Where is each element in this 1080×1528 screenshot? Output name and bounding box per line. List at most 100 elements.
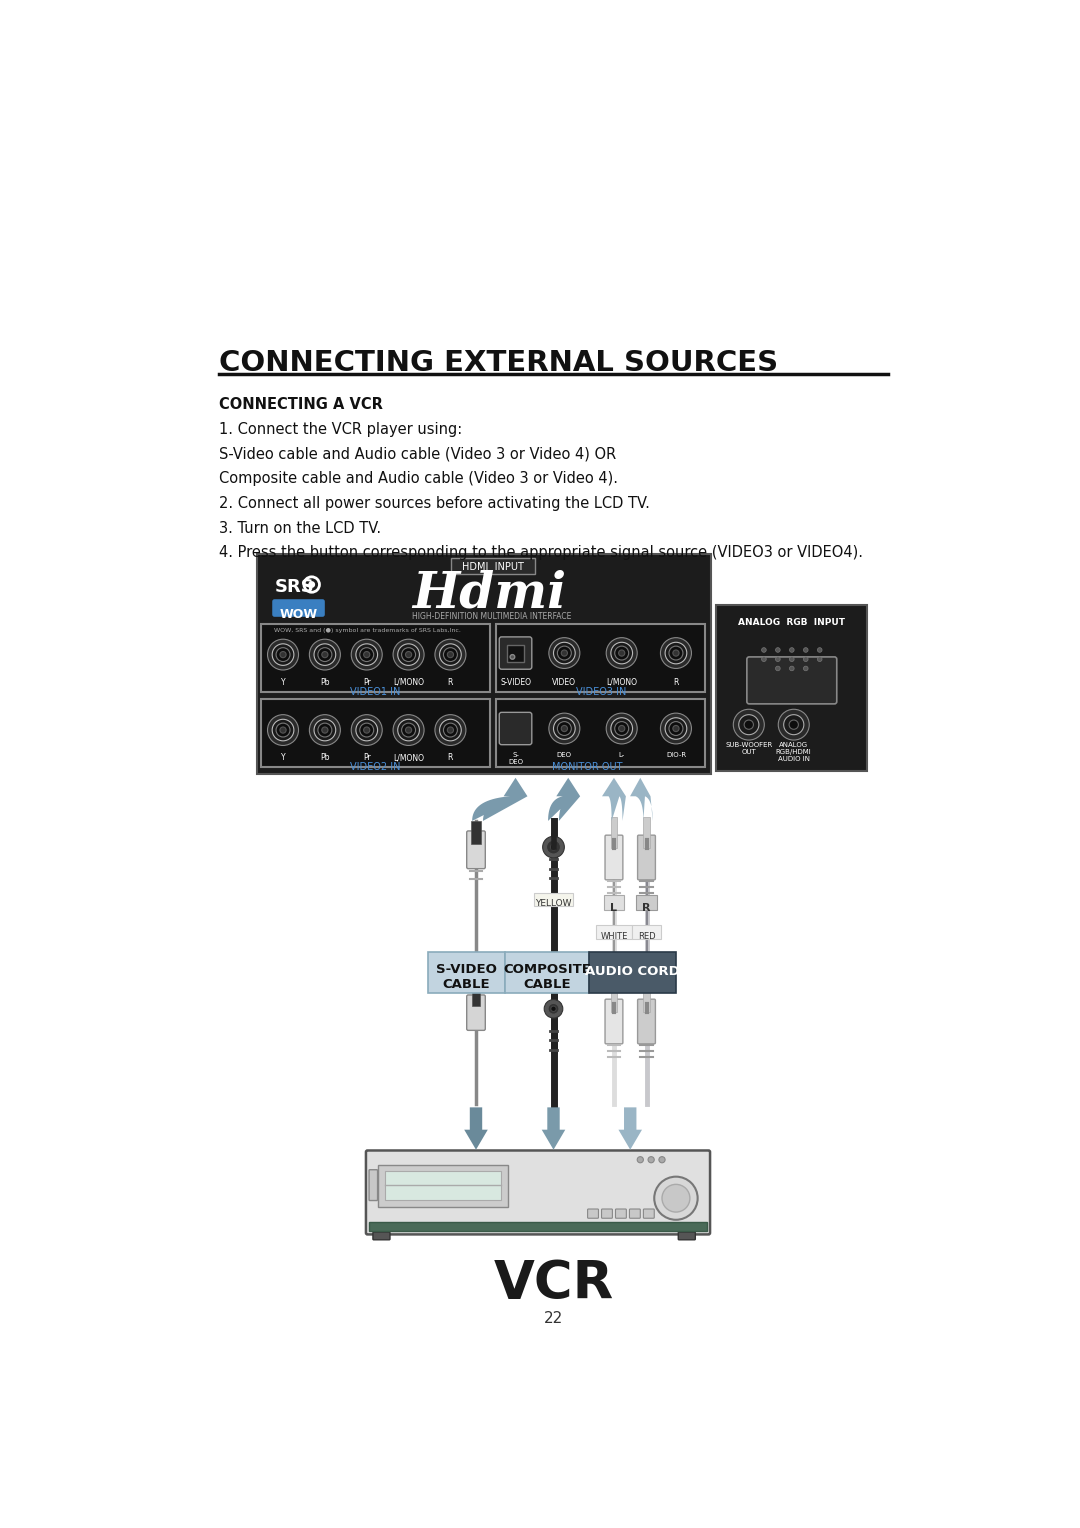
Text: L-: L-: [619, 752, 625, 758]
FancyBboxPatch shape: [644, 1209, 654, 1218]
Polygon shape: [542, 1108, 565, 1149]
Text: R: R: [673, 678, 678, 686]
Circle shape: [444, 723, 458, 736]
Text: DIO-R: DIO-R: [666, 752, 686, 758]
Polygon shape: [548, 778, 580, 821]
Text: ANALOG  RGB  INPUT: ANALOG RGB INPUT: [739, 617, 846, 626]
Circle shape: [393, 639, 424, 669]
Circle shape: [447, 727, 454, 733]
FancyBboxPatch shape: [471, 821, 481, 843]
Circle shape: [542, 836, 565, 857]
Text: 1. Connect the VCR player using:: 1. Connect the VCR player using:: [218, 422, 462, 437]
Circle shape: [637, 1157, 644, 1163]
Circle shape: [744, 720, 754, 729]
Text: L/MONO: L/MONO: [393, 678, 424, 686]
Text: 4. Press the button corresponding to the appropriate signal source (VIDEO3 or VI: 4. Press the button corresponding to the…: [218, 545, 863, 561]
FancyBboxPatch shape: [273, 601, 324, 616]
Circle shape: [669, 646, 683, 660]
FancyBboxPatch shape: [636, 895, 657, 911]
FancyBboxPatch shape: [467, 831, 485, 868]
Circle shape: [562, 726, 567, 732]
Circle shape: [615, 721, 629, 735]
Text: VCR: VCR: [494, 1258, 613, 1309]
Circle shape: [549, 714, 580, 744]
FancyBboxPatch shape: [604, 895, 624, 911]
Circle shape: [775, 648, 780, 652]
Circle shape: [397, 643, 419, 665]
Text: ANALOG
RGB/HDMI
AUDIO IN: ANALOG RGB/HDMI AUDIO IN: [775, 743, 812, 762]
Polygon shape: [472, 778, 527, 821]
FancyBboxPatch shape: [616, 1209, 626, 1218]
FancyBboxPatch shape: [504, 952, 590, 993]
FancyBboxPatch shape: [605, 999, 623, 1044]
Text: SRS: SRS: [274, 578, 314, 596]
Circle shape: [673, 726, 679, 732]
Circle shape: [665, 718, 687, 740]
Circle shape: [665, 642, 687, 663]
FancyBboxPatch shape: [678, 1232, 696, 1239]
Text: 22: 22: [544, 1311, 563, 1326]
Circle shape: [789, 666, 794, 671]
Text: Composite cable and Audio cable (Video 3 or Video 4).: Composite cable and Audio cable (Video 3…: [218, 471, 618, 486]
Circle shape: [804, 657, 808, 662]
Circle shape: [360, 648, 374, 662]
Circle shape: [351, 715, 382, 746]
Circle shape: [322, 651, 328, 657]
Text: WOW, SRS and (●) symbol are trademarks of SRS Labs,Inc.: WOW, SRS and (●) symbol are trademarks o…: [274, 628, 461, 633]
FancyBboxPatch shape: [716, 605, 867, 770]
Circle shape: [611, 642, 633, 663]
Text: VIDEO2 IN: VIDEO2 IN: [350, 762, 401, 772]
Circle shape: [405, 651, 411, 657]
Circle shape: [356, 643, 378, 665]
FancyBboxPatch shape: [369, 1170, 378, 1201]
Text: R: R: [448, 678, 454, 686]
Circle shape: [615, 646, 629, 660]
Circle shape: [544, 999, 563, 1018]
FancyBboxPatch shape: [472, 983, 480, 1005]
FancyBboxPatch shape: [496, 700, 705, 767]
Circle shape: [669, 721, 683, 735]
Circle shape: [440, 643, 461, 665]
Circle shape: [272, 720, 294, 741]
Text: 2. Connect all power sources before activating the LCD TV.: 2. Connect all power sources before acti…: [218, 497, 649, 510]
Circle shape: [393, 715, 424, 746]
FancyBboxPatch shape: [257, 555, 711, 775]
FancyBboxPatch shape: [644, 817, 649, 848]
Polygon shape: [464, 1108, 488, 1149]
Text: R: R: [448, 753, 454, 762]
Circle shape: [314, 643, 336, 665]
Circle shape: [554, 642, 576, 663]
Circle shape: [272, 643, 294, 665]
Circle shape: [397, 720, 419, 741]
Circle shape: [611, 718, 633, 740]
Circle shape: [435, 639, 465, 669]
FancyBboxPatch shape: [588, 1209, 598, 1218]
Circle shape: [557, 721, 571, 735]
Circle shape: [775, 666, 780, 671]
Text: L/MONO: L/MONO: [393, 753, 424, 762]
Polygon shape: [630, 778, 652, 821]
Circle shape: [314, 720, 336, 741]
Circle shape: [276, 648, 291, 662]
Text: WOW: WOW: [280, 608, 318, 620]
Circle shape: [733, 709, 765, 740]
FancyBboxPatch shape: [496, 623, 705, 692]
Circle shape: [402, 648, 416, 662]
FancyBboxPatch shape: [535, 892, 572, 906]
Circle shape: [309, 715, 340, 746]
Text: YELLOW: YELLOW: [536, 900, 571, 909]
FancyBboxPatch shape: [644, 981, 649, 1012]
FancyBboxPatch shape: [637, 836, 656, 880]
Text: AUDIO CORD: AUDIO CORD: [585, 964, 680, 978]
FancyBboxPatch shape: [611, 817, 617, 848]
FancyBboxPatch shape: [590, 952, 676, 993]
Text: L: L: [610, 903, 618, 912]
Text: Pr: Pr: [363, 678, 370, 686]
FancyBboxPatch shape: [261, 700, 490, 767]
Circle shape: [654, 1177, 698, 1219]
Circle shape: [549, 637, 580, 668]
Polygon shape: [602, 778, 626, 821]
Circle shape: [551, 843, 556, 850]
Circle shape: [818, 657, 822, 662]
Circle shape: [606, 714, 637, 744]
